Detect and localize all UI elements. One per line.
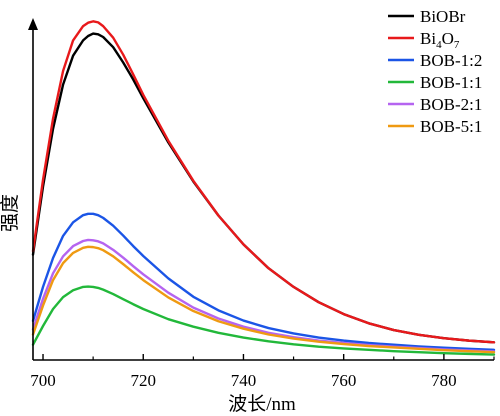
y-axis-arrow <box>28 18 38 30</box>
x-tick-label: 740 <box>231 371 257 390</box>
legend-label-bob-1-2: BOB-1:2 <box>420 51 482 70</box>
x-ticks: 700 720 740 760 780 <box>30 354 495 390</box>
legend-label-bob-2-1: BOB-2:1 <box>420 95 482 114</box>
axes <box>28 18 494 361</box>
legend-label-bob-1-1: BOB-1:1 <box>420 73 482 92</box>
series-line-bob-1-2 <box>31 212 496 351</box>
x-tick-label: 720 <box>130 371 156 390</box>
x-tick-label: 760 <box>331 371 357 390</box>
legend-label-bob-5-1: BOB-5:1 <box>420 117 482 136</box>
plot-lines <box>31 20 496 356</box>
legend-label-biobr: BiOBr <box>420 7 466 26</box>
x-axis-title: 波长/nm <box>228 393 296 415</box>
series-line-bi4o7 <box>31 20 496 344</box>
x-tick-label: 780 <box>431 371 457 390</box>
series-line-bob-5-1 <box>31 245 496 354</box>
legend-label-bi4o7: Bi4O7 <box>420 29 460 51</box>
y-axis-title: 强度 <box>0 194 21 232</box>
x-tick-label: 700 <box>30 371 56 390</box>
series-line-bob-1-1 <box>31 285 496 356</box>
